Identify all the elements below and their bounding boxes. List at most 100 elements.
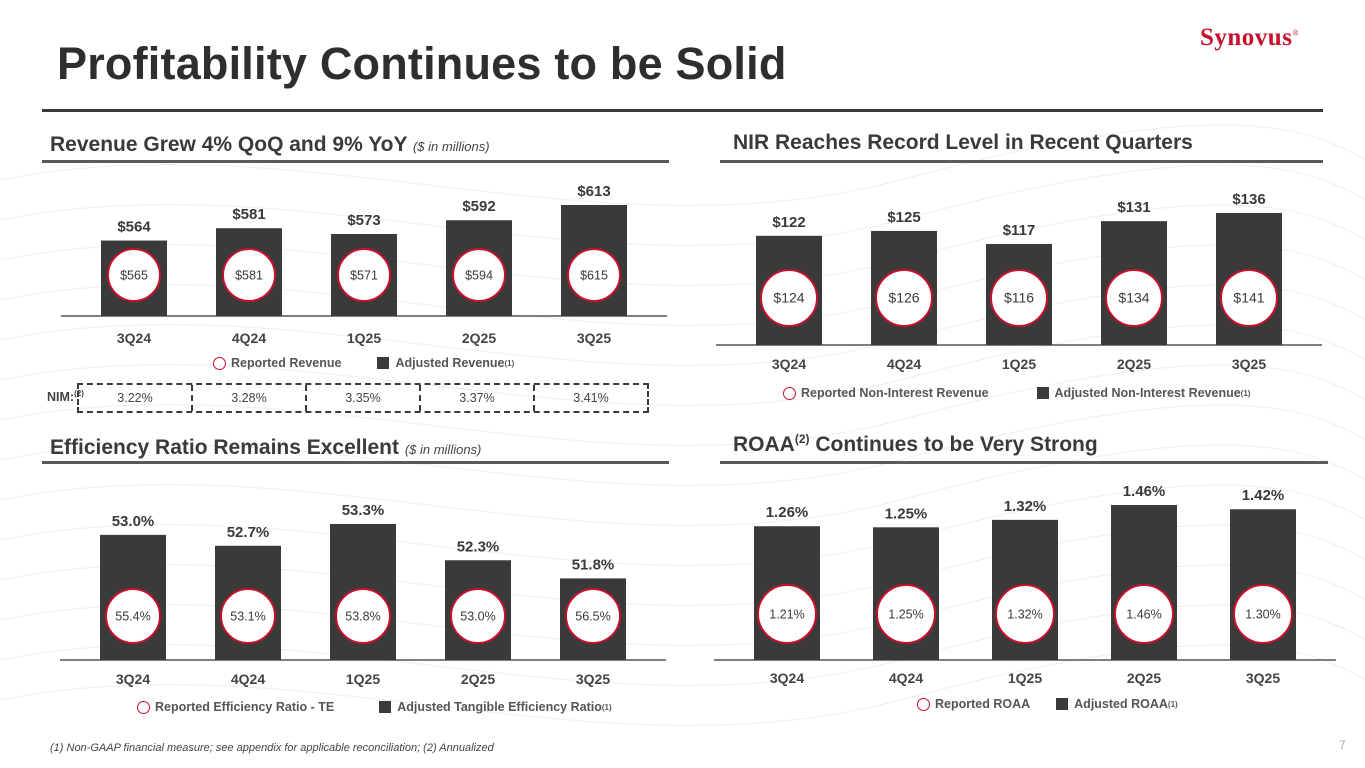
reported-value-label: 55.4% — [115, 610, 150, 624]
adjusted-value-label: $117 — [1003, 222, 1036, 239]
roaa-panel-divider — [720, 461, 1328, 464]
nim-value: 3.22% — [79, 385, 193, 411]
x-tick-label: 4Q24 — [232, 330, 266, 346]
adjusted-marker-icon — [379, 701, 392, 713]
page-title: Profitability Continues to be Solid — [57, 38, 787, 89]
x-tick-label: 2Q25 — [461, 671, 495, 687]
reported-value-label: $565 — [120, 269, 148, 283]
legend-reported-revenue: Reported Revenue — [231, 356, 342, 370]
reported-marker-icon — [137, 700, 150, 714]
legend-reported-efficiency: Reported Efficiency Ratio - TE — [155, 700, 335, 714]
reported-value-label: 1.46% — [1126, 608, 1161, 622]
adjusted-marker-icon — [377, 357, 390, 369]
title-divider — [42, 109, 1323, 112]
adjusted-marker-icon — [1056, 698, 1069, 710]
x-tick-label: 3Q25 — [577, 330, 611, 346]
efficiency-panel-heading: Efficiency Ratio Remains Excellent ($ in… — [50, 436, 481, 460]
reported-marker — [107, 248, 161, 302]
revenue-chart: $564 $565 3Q24 $581 $581 4Q24 $573 $571 1Q25 $592… — [61, 183, 667, 346]
logo-text: Synovus — [1200, 24, 1293, 51]
x-tick-label: 1Q25 — [1008, 670, 1042, 686]
reported-marker — [220, 588, 276, 644]
reported-marker — [452, 248, 506, 302]
legend-reported-roaa: Reported ROAA — [935, 697, 1031, 711]
reported-marker — [875, 269, 933, 327]
revenue-panel-divider — [42, 160, 669, 163]
reported-value-label: $571 — [350, 269, 378, 283]
x-tick-label: 3Q25 — [1246, 670, 1280, 686]
revenue-heading-sub: ($ in millions) — [412, 139, 490, 154]
adjusted-value-label: 1.25% — [885, 505, 928, 522]
roaa-chart: 1.26% 1.21% 3Q24 1.25% 1.25% 4Q24 1.32% 1.32% 1Q… — [714, 483, 1336, 686]
nim-value: 3.41% — [573, 391, 609, 405]
adjusted-value-label: $592 — [462, 198, 495, 215]
footnote: (1) Non-GAAP financial measure; see appe… — [50, 742, 494, 754]
adjusted-value-label: 51.8% — [572, 556, 615, 573]
nir-legend: Reported Non-Interest Revenue Adjusted N… — [783, 386, 1250, 400]
adjusted-value-label: $125 — [887, 209, 920, 226]
footnote-ref-1: (1) — [601, 702, 612, 712]
nir-chart: $122 $124 3Q24 $125 $126 4Q24 $117 $116 1Q25 $131… — [716, 191, 1322, 372]
adjusted-marker-icon — [1036, 387, 1049, 399]
reported-marker — [1114, 584, 1174, 644]
roaa-heading-sup: (2) — [794, 432, 810, 446]
legend-adjusted-roaa: Adjusted ROAA — [1074, 697, 1168, 711]
reported-value-label: 1.32% — [1007, 608, 1042, 622]
roaa-legend: Reported ROAA Adjusted ROAA (1) — [917, 697, 1178, 711]
reported-marker-icon — [213, 356, 226, 370]
reported-marker — [990, 269, 1048, 327]
nim-value: 3.28% — [193, 385, 307, 411]
x-tick-label: 2Q25 — [1127, 670, 1161, 686]
x-tick-label: 3Q24 — [770, 670, 804, 686]
legend-adjusted-efficiency: Adjusted Tangible Efficiency Ratio — [397, 700, 602, 714]
reported-value-label: $124 — [773, 290, 804, 306]
reported-marker — [337, 248, 391, 302]
logo-registered-mark: ® — [1292, 28, 1300, 38]
x-tick-label: 4Q24 — [889, 670, 923, 686]
adjusted-value-label: 1.42% — [1242, 487, 1285, 504]
nim-value: 3.37% — [421, 385, 535, 411]
adjusted-value-label: 1.32% — [1004, 498, 1047, 515]
reported-marker — [335, 588, 391, 644]
nir-panel-heading: NIR Reaches Record Level in Recent Quart… — [733, 131, 1193, 155]
reported-marker-icon — [783, 386, 796, 400]
reported-value-label: 53.8% — [345, 610, 380, 624]
reported-value-label: $594 — [465, 269, 493, 283]
reported-value-label: $116 — [1004, 290, 1034, 306]
x-tick-label: 1Q25 — [347, 330, 381, 346]
x-tick-label: 4Q24 — [231, 671, 265, 687]
x-tick-label: 3Q25 — [1232, 356, 1266, 372]
adjusted-value-label: $573 — [347, 212, 380, 229]
x-tick-label: 3Q24 — [116, 671, 150, 687]
revenue-panel-heading: Revenue Grew 4% QoQ and 9% YoY ($ in mil… — [50, 133, 490, 157]
adjusted-value-label: $136 — [1232, 191, 1265, 208]
reported-marker — [105, 588, 161, 644]
reported-marker — [567, 248, 621, 302]
nim-table: 3.22% 3.28% 3.35% 3.37% 3.41% — [77, 383, 649, 413]
reported-value-label: $615 — [580, 269, 608, 283]
x-tick-label: 3Q25 — [576, 671, 610, 687]
legend-reported-nir: Reported Non-Interest Revenue — [801, 386, 989, 400]
nim-value: 3.35% — [307, 385, 421, 411]
adjusted-value-label: 1.46% — [1123, 483, 1166, 500]
reported-value-label: 1.25% — [888, 608, 923, 622]
reported-marker-icon — [917, 697, 930, 711]
adjusted-value-label: 52.3% — [457, 538, 500, 555]
reported-marker — [450, 588, 506, 644]
roaa-heading-rest: Continues to be Very Strong — [809, 433, 1098, 456]
footnote-ref-1: (1) — [504, 358, 515, 368]
reported-value-label: 1.21% — [769, 608, 804, 622]
adjusted-value-label: 53.3% — [342, 502, 385, 519]
reported-value-label: 56.5% — [575, 610, 610, 624]
reported-marker — [1233, 584, 1293, 644]
roaa-heading-main: ROAA — [733, 433, 795, 456]
reported-value-label: $141 — [1233, 290, 1264, 306]
nir-panel-divider — [720, 160, 1323, 163]
adjusted-value-label: 1.26% — [766, 504, 809, 521]
page-number: 7 — [1339, 738, 1346, 752]
nir-heading-text: NIR Reaches Record Level in Recent Quart… — [733, 131, 1193, 154]
reported-value-label: 53.1% — [230, 610, 265, 624]
reported-marker — [757, 584, 817, 644]
footnote-ref-1: (1) — [1240, 388, 1251, 398]
reported-marker — [760, 269, 818, 327]
